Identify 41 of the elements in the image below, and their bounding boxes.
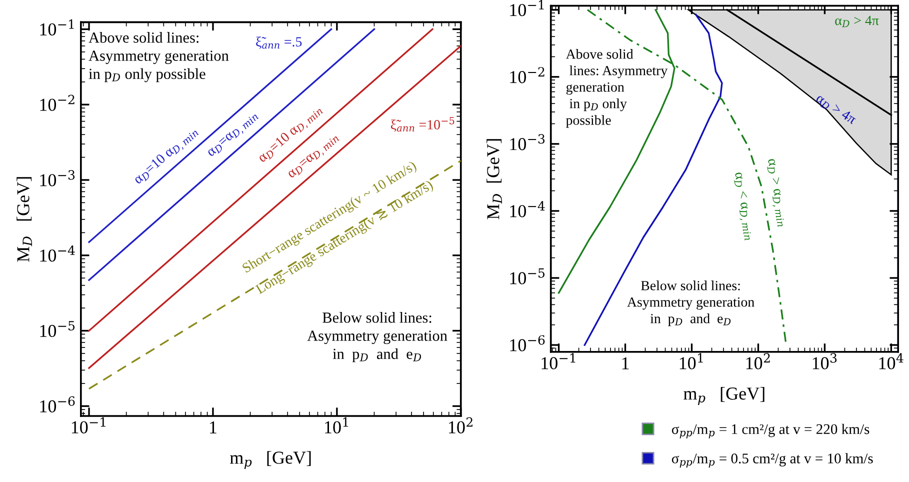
text: m$_{p}$ [GeV] xyxy=(684,386,764,405)
y-tick-label: 10$^{−6}$ xyxy=(40,396,75,412)
annotation: ξ̃$_{ann}$ =.5 xyxy=(256,36,302,49)
annotation: α$_{D}$ < α$_{D,min}$ xyxy=(732,172,755,241)
annotation: α$_{D}$ > 4π xyxy=(835,16,879,28)
x-tick-label: 1 xyxy=(210,421,216,434)
x-tick-label: 10$^{4}$ xyxy=(879,353,904,370)
y-tick-label: 10$^{−2}$ xyxy=(510,67,544,84)
legend-label: σ$_{pp}$/m$_{p}$ = 0.5 cm²/g at v = 10 km/s xyxy=(672,453,873,468)
y-axis-title: M$_{D}$ [GeV] xyxy=(486,139,502,220)
x-tick-label: 1 xyxy=(622,357,629,370)
y-tick-label: 10$^{−3}$ xyxy=(40,170,75,186)
annotation: Below solid lines: Asymmetry generation in p$_{D}$ and e$_{D}$ xyxy=(627,280,754,326)
y-tick-label: 10$^{−1}$ xyxy=(40,19,74,36)
x-tick-label: 10$^{1}$ xyxy=(680,353,703,370)
y-tick-label: 10$^{−6}$ xyxy=(510,335,545,352)
x-tick-label: 10$^{2}$ xyxy=(746,353,770,370)
x-tick-label: 10$^{1}$ xyxy=(325,417,348,434)
x-tick-label: 10$^{−1}$ xyxy=(72,417,106,434)
y-tick-label: 10$^{−3}$ xyxy=(510,134,545,150)
annotation: α$_{D}$=10 α$_{D,min}$ xyxy=(132,126,200,187)
y-tick-label: 10$^{−5}$ xyxy=(510,268,544,284)
x-tick-label: 10$^{3}$ xyxy=(812,353,837,370)
y-tick-label: 10$^{−4}$ xyxy=(40,246,75,262)
annotation: α$_{D}$=α$_{D,min}$ xyxy=(288,136,340,178)
annotation: α$_{D}$ > α$_{D,min}$ xyxy=(764,158,788,228)
annotation: Above solid lines: Asymmetry generation in p$_{D}$ only possible xyxy=(88,32,229,82)
annotation: α$_{D}$ > 4π xyxy=(814,93,858,126)
y-tick-label: 10$^{−5}$ xyxy=(40,321,75,338)
x-tick-label: 10$^{−1}$ xyxy=(542,353,576,370)
annotation: Above solid lines: Asymmetry generation in p$_{D}$ only possible xyxy=(566,49,668,128)
annotation: Below solid lines: Asymmetry generation in p$_{D}$ and e$_{D}$ xyxy=(307,312,448,362)
x-tick-label: 10$^{2}$ xyxy=(449,417,472,434)
y-tick-label: 10$^{−2}$ xyxy=(40,94,74,111)
annotation: α$_{D}$=α$_{D,min}$ xyxy=(207,111,260,160)
y-tick-label: 10$^{−4}$ xyxy=(510,201,545,218)
text: M$_{D}$ [GeV] xyxy=(16,177,32,262)
legend-label: σ$_{pp}$/m$_{p}$ = 1 cm²/g at v = 220 km/s xyxy=(672,424,870,438)
y-tick-label: 10$^{−1}$ xyxy=(510,0,544,16)
text: m$_{p}$ [GeV] xyxy=(230,451,311,470)
annotation: ξ̃$_{ann}$ =10$^{−5}$ xyxy=(390,117,454,132)
